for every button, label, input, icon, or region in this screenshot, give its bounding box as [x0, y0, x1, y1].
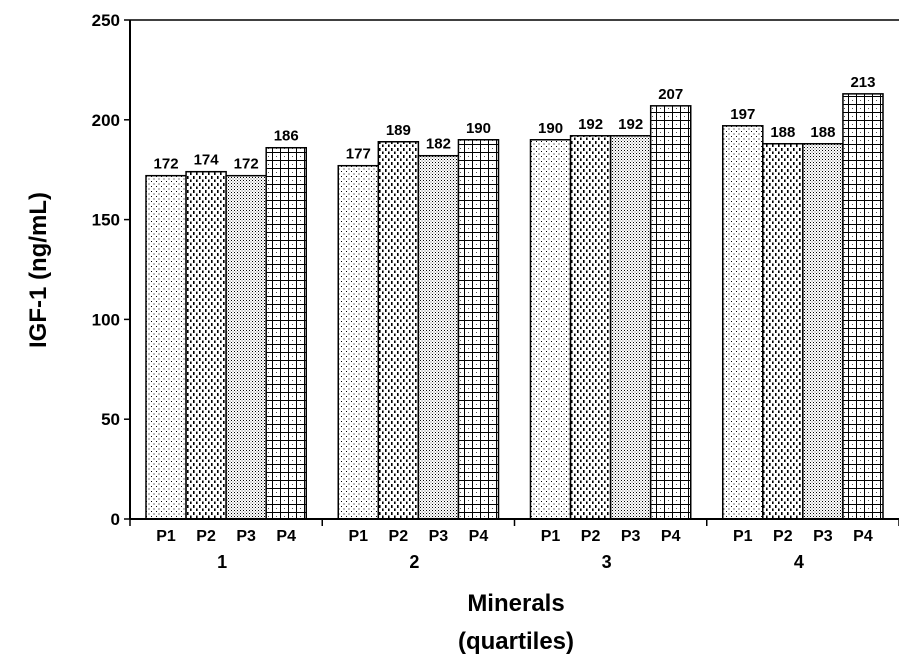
x-axis-title-line2: (quartiles): [458, 628, 574, 655]
sub-category-label: P2: [196, 528, 216, 545]
value-labels-layer: 172 174 172 186 177 189 182 190 190 192 192 207 197 1…: [154, 74, 876, 173]
group-label: 4: [794, 552, 804, 572]
sub-category-label: P4: [276, 528, 296, 545]
bar-2-P1: [337, 164, 380, 520]
sub-category-label: P3: [621, 528, 641, 545]
sub-labels-layer: P1 P2 P3 P4 P1 P2 P3 P4 P1 P2 P3 P4 P1 P2 P3 P4: [156, 528, 873, 545]
bar-1-P4: [265, 146, 307, 520]
sub-category-label: P4: [853, 528, 873, 545]
sub-category-label: P2: [773, 528, 793, 545]
sub-category-label: P3: [429, 528, 449, 545]
bar-1-P2: [185, 170, 227, 520]
value-label: 197: [730, 106, 755, 123]
sub-category-label: P4: [661, 528, 681, 545]
value-label: 188: [770, 124, 795, 141]
value-label: 213: [850, 74, 875, 91]
y-tick-label: 200: [92, 111, 120, 130]
value-label: 192: [578, 116, 603, 133]
bar-2-P3: [417, 154, 460, 520]
sub-category-label: P1: [348, 528, 368, 545]
value-label: 186: [274, 128, 299, 145]
y-tick-label: 250: [92, 11, 120, 30]
y-tick-label: 150: [92, 211, 120, 230]
y-tick-label: 0: [111, 510, 120, 529]
bar-3-P1: [529, 139, 572, 520]
bar-3-P2: [569, 135, 612, 520]
sub-category-label: P1: [541, 528, 561, 545]
bar-4-P4: [842, 93, 884, 520]
group-labels-layer: 1 2 3 4: [217, 552, 804, 572]
bar-4-P1: [722, 125, 764, 520]
value-label: 172: [154, 156, 179, 173]
value-label: 190: [538, 120, 563, 137]
value-label: 177: [346, 146, 371, 163]
bar-4-P2: [762, 143, 804, 520]
sub-category-label: P3: [813, 528, 833, 545]
value-label: 188: [810, 124, 835, 141]
sub-category-label: P2: [389, 528, 409, 545]
bar-3-P4: [649, 105, 692, 520]
group-label: 2: [409, 552, 419, 572]
bars-layer: [145, 93, 884, 520]
group-label: 1: [217, 552, 227, 572]
value-label: 172: [234, 156, 259, 173]
sub-category-label: P1: [733, 528, 753, 545]
group-label: 3: [602, 552, 612, 572]
y-axis-title: IGF-1 (ng/mL): [25, 192, 52, 348]
y-ticks-layer: 0 50 100 150 200 250: [92, 11, 130, 529]
y-tick-label: 100: [92, 310, 120, 329]
bar-2-P4: [457, 139, 500, 520]
sub-category-label: P2: [581, 528, 601, 545]
value-label: 190: [466, 120, 491, 137]
sub-category-label: P3: [236, 528, 256, 545]
value-label: 189: [386, 122, 411, 139]
bar-1-P1: [145, 174, 187, 520]
sub-category-label: P4: [469, 528, 489, 545]
value-label: 192: [618, 116, 643, 133]
sub-category-label: P1: [156, 528, 176, 545]
x-axis-title-line1: Minerals: [467, 590, 564, 617]
y-tick-label: 50: [101, 410, 120, 429]
value-label: 182: [426, 136, 451, 153]
bar-4-P3: [802, 143, 844, 520]
bar-3-P3: [609, 135, 652, 520]
value-label: 174: [194, 152, 220, 169]
value-label: 207: [658, 86, 683, 103]
bar-2-P2: [377, 141, 420, 520]
x-ticks-layer: [129, 519, 899, 526]
bar-1-P3: [225, 174, 267, 520]
